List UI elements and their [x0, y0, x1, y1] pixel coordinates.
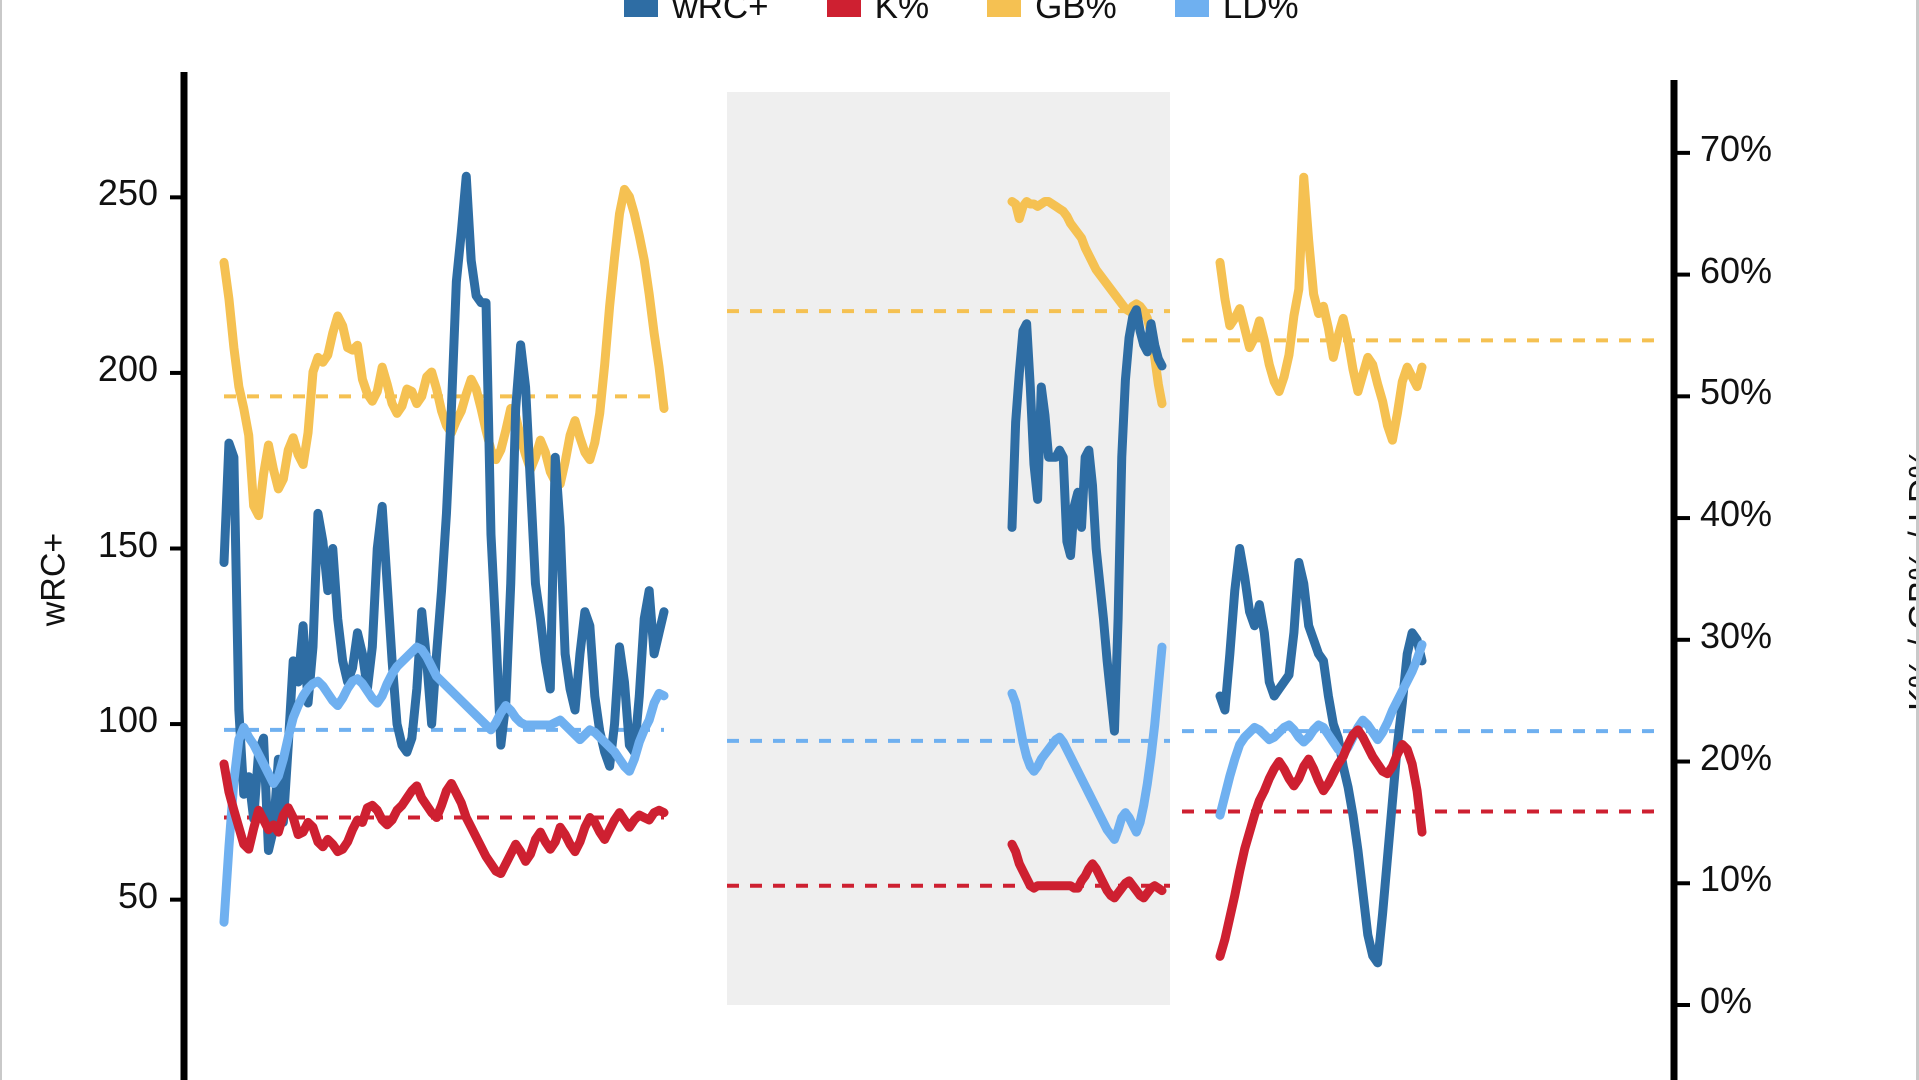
series-line-ldpct-seg1 — [219, 642, 669, 927]
legend-swatch-wrcplus — [624, 0, 659, 17]
series-line-wrcplus-seg1 — [219, 171, 669, 855]
legend-entry-ld[interactable]: LD% — [1174, 0, 1299, 26]
series-line-wrcplus-seg3 — [1215, 544, 1427, 968]
legend-swatch-kpct — [826, 0, 861, 17]
chart-legend: wRC+ K% GB% LD% — [2, 0, 1916, 26]
legend-entry-gb[interactable]: GB% — [987, 0, 1117, 24]
right-axis-title: K% / GB% / LD% — [1902, 448, 1919, 711]
series-line-kpct-seg2 — [1007, 839, 1167, 903]
legend-label-3: LD% — [1222, 0, 1299, 26]
right-tick-label-3: 40% — [1700, 493, 1773, 535]
legend-label-2: GB% — [1035, 0, 1117, 26]
series-line-gbpct-seg1 — [219, 184, 669, 521]
right-tick-label-6: 10% — [1700, 858, 1773, 900]
series-line-kpct-seg1 — [219, 759, 669, 879]
shaded-season-band — [727, 92, 1170, 1005]
legend-label-1: K% — [874, 0, 930, 26]
right-tick-label-2: 50% — [1700, 371, 1773, 413]
left-tick-label-0: 250 — [97, 172, 158, 214]
right-tick-label-0: 70% — [1700, 127, 1773, 169]
right-tick-label-5: 20% — [1700, 736, 1773, 778]
legend-label-0: wRC+ — [672, 0, 769, 26]
legend-entry-wrc[interactable]: wRC+ — [624, 0, 769, 26]
series-line-ldpct-seg3 — [1215, 640, 1427, 820]
left-tick-label-2: 150 — [97, 523, 158, 565]
left-tick-label-4: 50 — [117, 874, 158, 916]
series-line-wrcplus-seg2 — [1007, 305, 1167, 736]
series-line-kpct-seg3 — [1215, 725, 1427, 961]
right-tick-label-4: 30% — [1700, 614, 1773, 656]
right-tick-label-7: 0% — [1700, 980, 1753, 1021]
legend-swatch-ldpct — [1174, 0, 1209, 17]
legend-swatch-gbpct — [987, 0, 1022, 17]
series-line-gbpct-seg3 — [1215, 172, 1427, 445]
right-tick-label-1: 60% — [1700, 249, 1773, 291]
left-tick-label-1: 200 — [97, 347, 158, 389]
left-axis-title: wRC+ — [34, 532, 73, 627]
series-line-ldpct-seg2 — [1007, 642, 1167, 844]
legend-entry-k[interactable]: K% — [826, 0, 930, 26]
series-line-gbpct-seg2 — [1007, 197, 1167, 409]
left-tick-label-3: 100 — [97, 699, 158, 741]
